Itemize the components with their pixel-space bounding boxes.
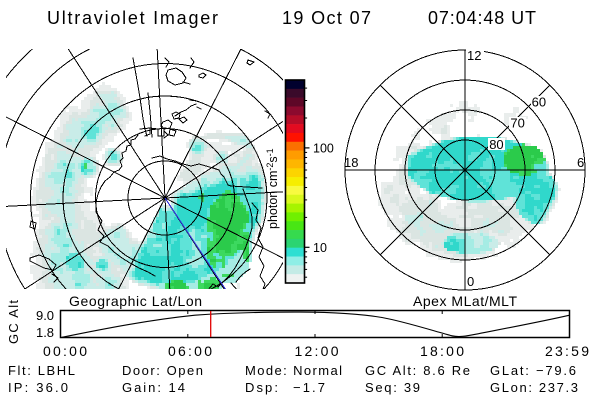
svg-text:19 Oct 07: 19 Oct 07 (282, 8, 371, 28)
svg-text:60: 60 (532, 94, 546, 109)
svg-text:70: 70 (510, 116, 524, 131)
svg-text:Apex MLat/MLT: Apex MLat/MLT (413, 293, 517, 309)
svg-text:6: 6 (577, 155, 584, 170)
svg-text:80: 80 (489, 137, 503, 152)
svg-text:00:00: 00:00 (43, 343, 87, 359)
svg-text:GLon: 237.3: GLon: 237.3 (490, 380, 578, 395)
svg-text:GC Alt: GC Alt (6, 300, 21, 344)
svg-text:Gain: 14: Gain: 14 (122, 380, 185, 395)
svg-text:photon cm-2s-1: photon cm-2s-1 (265, 148, 280, 229)
svg-text:GLat: −79.6: GLat: −79.6 (490, 363, 576, 378)
svg-text:Flt: LBHL: Flt: LBHL (8, 363, 75, 378)
svg-text:06:00: 06:00 (168, 343, 212, 359)
svg-text:1.8: 1.8 (36, 325, 54, 340)
svg-text:Seq: 39: Seq: 39 (365, 380, 420, 395)
svg-text:23:59: 23:59 (545, 343, 589, 359)
svg-text:07:04:48 UT: 07:04:48 UT (428, 8, 536, 28)
svg-text:12:00: 12:00 (295, 343, 339, 359)
svg-text:18: 18 (344, 155, 358, 170)
svg-text:Mode: Normal: Mode: Normal (245, 363, 342, 378)
svg-text:Door: Open: Door: Open (122, 363, 203, 378)
svg-text:100: 100 (313, 141, 334, 155)
svg-text:9.0: 9.0 (36, 308, 54, 323)
svg-text:0: 0 (467, 274, 474, 289)
svg-text:12: 12 (467, 48, 481, 63)
svg-text:GC Alt: 8.6 Re: GC Alt: 8.6 Re (365, 363, 470, 378)
svg-text:−1.7: −1.7 (293, 380, 325, 395)
svg-text:Dsp:: Dsp: (245, 380, 278, 395)
svg-text:Geographic Lat/Lon: Geographic Lat/Lon (69, 293, 202, 309)
svg-text:18:00: 18:00 (420, 343, 464, 359)
svg-text:10: 10 (313, 241, 327, 255)
